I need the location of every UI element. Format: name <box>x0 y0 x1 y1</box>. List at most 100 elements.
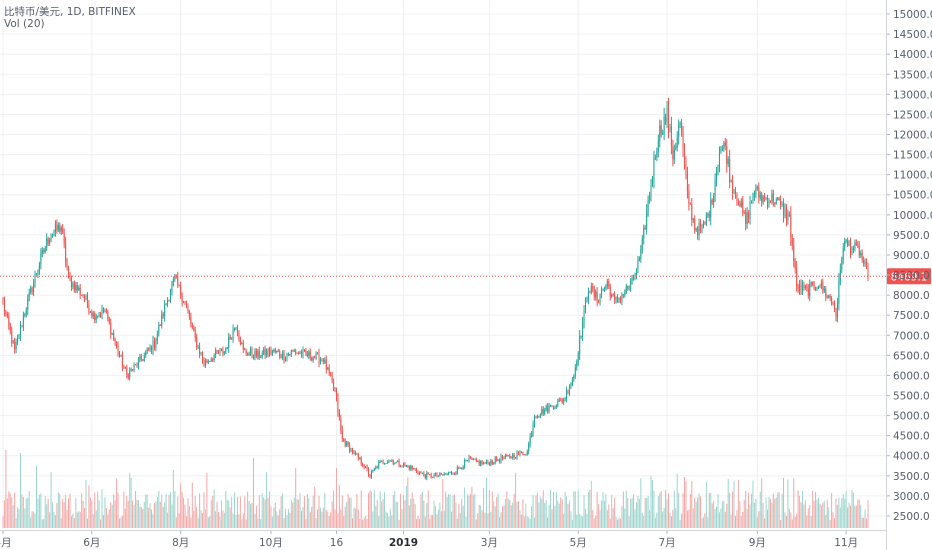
volume-bar <box>520 514 522 528</box>
candle-body <box>866 261 868 267</box>
candle-body <box>440 473 442 475</box>
candle-body <box>700 222 702 230</box>
candle-body <box>618 298 620 302</box>
candle-body <box>219 349 221 354</box>
volume-bar <box>522 499 524 528</box>
candle-body <box>33 282 35 292</box>
y-tick-label: 6500.0 <box>893 350 930 362</box>
volume-bar <box>455 502 457 528</box>
candle-body <box>340 418 342 430</box>
candle-body <box>28 292 30 299</box>
candle-body <box>254 350 256 358</box>
volume-bar <box>88 485 90 528</box>
candle-body <box>280 355 282 358</box>
volume-bar <box>557 500 559 528</box>
price-axis[interactable]: 2500.0 3000.0 3500.0 4000.0 4500.0 5000.0 5500… <box>886 0 932 550</box>
volume-bar <box>6 498 8 528</box>
candle-body <box>739 204 741 207</box>
candle-body <box>52 234 54 237</box>
volume-bar <box>164 502 166 528</box>
volume-bar <box>129 472 131 528</box>
time-axis[interactable]: 4月 6月 8月 10月 16 2019 3月 5月 7月 9月 11月 <box>0 530 886 549</box>
volume-bar <box>726 503 728 528</box>
volume-bar <box>290 500 292 528</box>
volume-bar <box>659 492 661 528</box>
volume-bar <box>794 516 796 528</box>
candle-body <box>184 302 186 304</box>
candle-body <box>711 200 713 203</box>
volume-bar <box>831 493 833 528</box>
volume-bar <box>654 517 656 528</box>
candle-body <box>293 350 295 352</box>
volume-bar <box>730 514 732 528</box>
volume-bar <box>710 492 712 528</box>
candle-body <box>325 359 327 370</box>
symbol-title[interactable]: 比特币/美元, 1D, BITFINEX <box>4 6 136 18</box>
candle-body <box>251 349 253 356</box>
volume-bar <box>94 492 96 528</box>
candle-body <box>267 350 269 355</box>
candle-body <box>566 390 568 399</box>
candle-body <box>101 308 103 316</box>
candle-body <box>353 451 355 453</box>
volume-bar <box>714 508 716 528</box>
candle-body <box>774 202 776 204</box>
candle-body <box>404 463 406 466</box>
volume-bar <box>244 496 246 528</box>
volume-bar <box>851 490 853 528</box>
volume-bar <box>175 517 177 528</box>
candle-body <box>717 166 719 172</box>
candle-body <box>762 196 764 203</box>
volume-bar <box>673 490 675 528</box>
volume-bar <box>547 517 549 528</box>
candle-body <box>809 284 811 296</box>
volume-bar <box>168 494 170 528</box>
candle-body <box>522 452 524 455</box>
candle-body <box>24 314 26 317</box>
grid-lines <box>0 0 886 530</box>
candle-body <box>832 302 834 304</box>
candle-body <box>854 242 856 249</box>
volume-bar <box>517 501 520 528</box>
volume-bar <box>688 509 690 528</box>
volume-bar <box>302 506 304 528</box>
volume-bar <box>44 496 46 528</box>
candle-body <box>341 429 343 439</box>
volume-bar <box>861 517 863 528</box>
volume-bar <box>574 491 576 528</box>
volume-bar <box>515 473 517 528</box>
volume-bar <box>242 513 244 528</box>
candle-body <box>812 282 814 284</box>
volume-indicator-label[interactable]: Vol (20) <box>4 18 45 30</box>
candle-body <box>568 387 570 394</box>
volume-bar <box>9 493 11 528</box>
candle-body <box>867 266 869 277</box>
candle-body <box>785 208 787 221</box>
volume-bar <box>446 496 448 528</box>
volume-bar <box>11 497 13 528</box>
volume-bar <box>468 495 470 528</box>
candle-body <box>365 466 367 468</box>
candle-body <box>500 456 502 462</box>
volume-bar <box>19 453 21 528</box>
candle-body <box>850 243 852 254</box>
candle-body <box>34 274 36 283</box>
candle-body <box>590 286 592 293</box>
candle-body <box>807 288 809 296</box>
volume-bar <box>633 494 635 528</box>
candle-body <box>740 201 742 207</box>
volume-bar <box>675 508 677 528</box>
candle-body <box>529 436 531 445</box>
volume-bar <box>615 516 617 528</box>
candle-body <box>156 333 158 341</box>
candle-body <box>410 466 412 470</box>
candle-body <box>124 367 126 369</box>
candle-body <box>65 243 67 261</box>
candle-body <box>681 122 683 133</box>
volume-bar <box>248 501 250 528</box>
candle-body <box>139 356 141 360</box>
candle-body <box>46 238 48 248</box>
candle-body <box>213 354 215 361</box>
volume-bar <box>835 498 837 528</box>
